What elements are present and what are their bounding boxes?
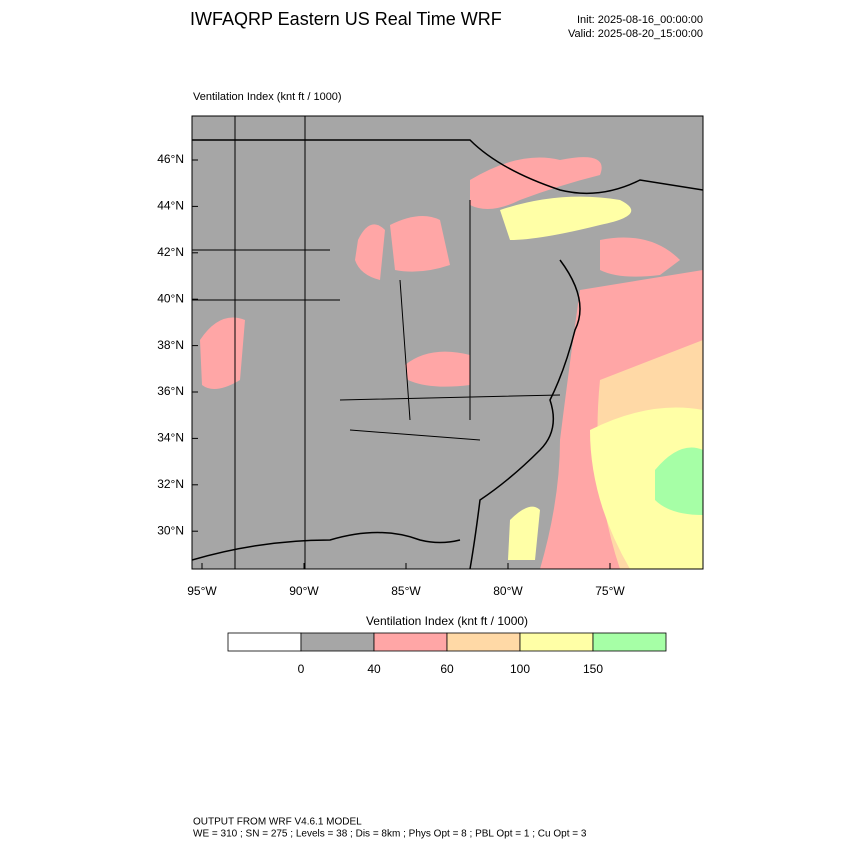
init-time: Init: 2025-08-16_00:00:00 <box>577 14 703 26</box>
lat-label: 42°N <box>157 245 184 259</box>
field-yellow <box>590 407 703 569</box>
field-pink <box>470 157 602 209</box>
colorbar-label: 60 <box>440 662 454 676</box>
field-pink <box>355 224 385 280</box>
lat-label: 38°N <box>157 338 184 352</box>
field-yellow <box>500 196 632 240</box>
colorbar-box <box>519 632 594 652</box>
lat-label: 44°N <box>157 199 184 213</box>
colorbar-label: 40 <box>367 662 381 676</box>
field-pink <box>200 317 245 389</box>
coastline <box>192 139 703 569</box>
footer-line: WE = 310 ; SN = 275 ; Levels = 38 ; Dis … <box>193 829 587 840</box>
colorbar-title: Ventilation Index (knt ft / 1000) <box>366 614 528 628</box>
colorbar-box <box>373 632 448 652</box>
map-frame <box>191 115 704 570</box>
field-pink <box>405 351 470 387</box>
colorbar-box <box>592 632 667 652</box>
field-yellow <box>508 506 540 560</box>
lat-label: 46°N <box>157 152 184 166</box>
state-border <box>192 116 561 569</box>
lon-label: 95°W <box>187 584 217 598</box>
title: IWFAQRP Eastern US Real Time WRF <box>190 9 502 29</box>
field-pink <box>390 216 450 272</box>
lat-label: 36°N <box>157 384 184 398</box>
map-title: Ventilation Index (knt ft / 1000) <box>193 91 342 103</box>
colorbar-label: 100 <box>510 662 530 676</box>
colorbar-label: 0 <box>298 662 305 676</box>
lon-label: 80°W <box>493 584 523 598</box>
map <box>191 115 704 570</box>
field-pink <box>600 237 680 277</box>
footer-line: OUTPUT FROM WRF V4.6.1 MODEL <box>193 817 362 828</box>
lat-label: 30°N <box>157 523 184 537</box>
valid-time: Valid: 2025-08-20_15:00:00 <box>568 28 703 40</box>
field-green <box>655 447 703 515</box>
colorbar: 0 40 60 100 150 <box>227 632 667 676</box>
colorbar-box <box>227 632 302 652</box>
lon-label: 75°W <box>595 584 625 598</box>
lat-label: 32°N <box>157 477 184 491</box>
lat-label: 40°N <box>157 291 184 305</box>
lon-label: 90°W <box>289 584 319 598</box>
map-fill <box>192 116 703 569</box>
colorbar-box <box>446 632 521 652</box>
lon-label: 85°W <box>391 584 421 598</box>
colorbar-box <box>300 632 375 652</box>
lat-label: 34°N <box>157 431 184 445</box>
colorbar-label: 150 <box>583 662 603 676</box>
